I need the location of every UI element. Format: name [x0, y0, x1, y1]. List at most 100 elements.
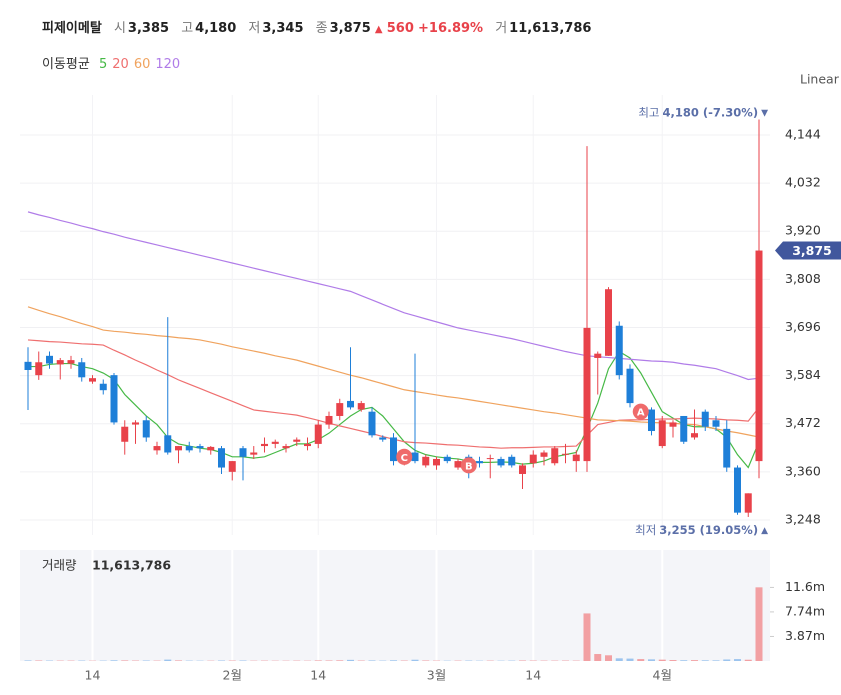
volume-bar — [411, 659, 419, 661]
candle-body — [594, 353, 602, 358]
candle-body — [583, 327, 591, 462]
candle-body — [734, 467, 741, 513]
y-tick-label: 3,696 — [785, 319, 821, 334]
candle-body — [239, 448, 247, 457]
candle-body — [454, 461, 462, 468]
candle-body — [153, 446, 161, 451]
candle-body — [357, 403, 365, 410]
candle-body — [99, 383, 107, 391]
volume-total: 11,613,786 — [92, 558, 171, 573]
high-key: 고 — [181, 21, 194, 36]
candle-body — [658, 420, 666, 447]
volume-bar — [347, 659, 354, 661]
y-tick-label: 3.87m — [785, 628, 825, 643]
volume-bar — [712, 660, 720, 661]
note-prefix: 최고 — [638, 105, 659, 119]
volume-bar — [110, 660, 118, 661]
y-tick-label: 7.74m — [785, 603, 825, 618]
candle-body — [648, 409, 655, 432]
high-note: 최고 4,180 (-7.30%) ▼ — [638, 105, 768, 119]
volume-bar — [637, 659, 645, 661]
candle-body — [379, 437, 387, 440]
legend: 이동평균 5 20 60 120 — [42, 53, 180, 72]
change-arrow: ▲ — [374, 24, 383, 35]
volume-panel — [20, 550, 770, 661]
volume-bar — [142, 660, 150, 661]
x-tick-label: 2월 — [223, 668, 242, 683]
volume-bar — [314, 660, 322, 661]
candle-body — [508, 456, 516, 466]
candle-body — [529, 454, 537, 464]
y-tick-label: 3,472 — [785, 415, 821, 430]
candle-body — [519, 465, 526, 474]
candle-body — [89, 378, 96, 382]
candle-body — [669, 422, 677, 427]
event-marker-label: A — [637, 408, 645, 419]
legend-entry[interactable]: 120 — [155, 57, 181, 72]
candle-body — [551, 448, 559, 464]
candle-body — [46, 355, 53, 364]
candle-body — [56, 360, 64, 365]
candle-body — [540, 452, 548, 457]
y-tick-label: 3,248 — [785, 511, 821, 526]
close-value: 3,875 — [329, 21, 371, 36]
note-prefix: 최저 — [635, 522, 656, 536]
note-text: 3,255 (19.05%) — [659, 522, 758, 536]
volume-bar — [390, 660, 397, 661]
y-tick-label: 3,808 — [785, 271, 821, 286]
candle-body — [35, 362, 43, 376]
note-text: 4,180 (-7.30%) — [663, 105, 759, 119]
volume-bar — [734, 659, 741, 661]
volume-bar — [744, 659, 752, 661]
event-marker-label: C — [401, 453, 408, 464]
scale-mode[interactable]: Linear — [800, 72, 840, 87]
y-tick-label: 3,360 — [785, 463, 821, 478]
candle-body — [605, 289, 612, 356]
legend-entry[interactable]: 20 — [112, 57, 129, 72]
header: 피제이메탈 시 3,385 고 4,180 저 3,345 종 3,875 ▲ 560 … — [42, 17, 591, 36]
event-marker-label: B — [465, 461, 473, 472]
event-marker — [396, 448, 413, 465]
volume-bar — [175, 660, 182, 661]
candle-body — [304, 443, 311, 447]
candle-body — [723, 428, 731, 468]
volume-bar — [701, 660, 709, 661]
legend-title: 이동평균 — [42, 57, 90, 72]
low-value: 3,345 — [262, 21, 304, 36]
change: 560 — [386, 21, 414, 36]
open-value: 3,385 — [127, 21, 170, 36]
volume-bar — [583, 613, 591, 661]
volume-bar — [24, 660, 32, 661]
candle-body — [67, 360, 75, 364]
volume-bar — [626, 658, 634, 661]
moving-average-line — [27, 211, 760, 381]
volume-bar — [648, 659, 655, 661]
x-tick-label: 14 — [85, 668, 101, 683]
y-tick-label: 4,032 — [785, 175, 821, 190]
candle-body — [282, 446, 290, 449]
y-tick-label: 11.6m — [785, 579, 825, 594]
candle-body — [175, 446, 182, 451]
legend-entry[interactable]: 60 — [133, 57, 151, 72]
candle-body — [336, 403, 344, 416]
candle-body — [78, 362, 86, 378]
candle-body — [218, 448, 225, 468]
volume-bar — [35, 660, 43, 661]
candle-body — [486, 458, 494, 460]
candle-body — [443, 456, 451, 462]
high-value: 4,180 — [195, 21, 237, 36]
volume-bar — [723, 659, 731, 661]
volume-bar — [164, 659, 172, 661]
candle-body — [142, 420, 150, 438]
note-text: 최저 3,255 (19.05%) ▲ — [635, 522, 768, 536]
candle-body — [110, 375, 118, 423]
candle-body — [132, 422, 139, 425]
candle-body — [572, 454, 580, 462]
volume-bar — [615, 658, 623, 661]
moving-average-line — [27, 339, 760, 449]
candle-body — [228, 461, 236, 472]
y-tick-label: 3,584 — [785, 367, 821, 382]
legend-entry[interactable]: 5 — [98, 57, 108, 72]
